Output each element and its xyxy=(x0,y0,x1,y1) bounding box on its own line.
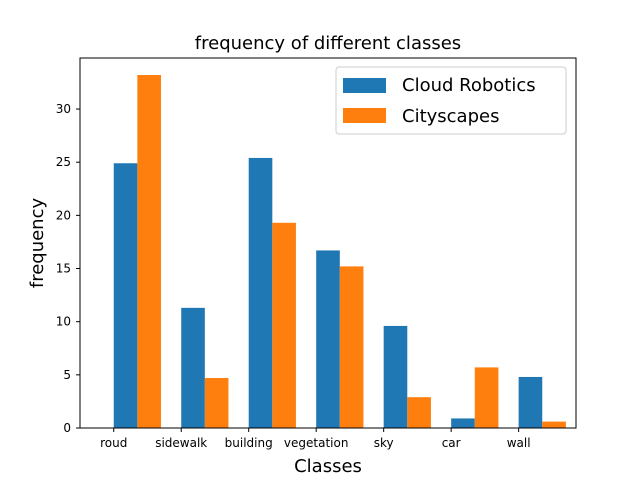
x-tick-label-sky: sky xyxy=(374,436,394,450)
legend-label-cityscapes: Cityscapes xyxy=(402,106,499,127)
x-tick-label-sidewalk: sidewalk xyxy=(155,436,207,450)
x-tick-label-wall: wall xyxy=(507,436,531,450)
bar-cloud-robotics-sky xyxy=(383,325,408,428)
y-axis-label: frequency xyxy=(27,198,48,289)
bar-cloud-robotics-wall xyxy=(518,376,543,428)
bar-cityscapes-roud xyxy=(137,75,161,428)
y-tick-label: 5 xyxy=(63,368,71,382)
bar-cityscapes-vegetation xyxy=(339,266,364,428)
bar-cityscapes-wall xyxy=(542,421,566,428)
bar-cloud-robotics-sidewalk xyxy=(181,307,205,428)
bar-cityscapes-sky xyxy=(407,397,431,428)
bars-group xyxy=(113,75,566,429)
bar-cloud-robotics-car xyxy=(451,418,475,428)
legend: Cloud Robotics Cityscapes xyxy=(335,66,567,135)
y-tick-label: 15 xyxy=(56,262,71,276)
legend-swatch-cloud-robotics xyxy=(343,78,386,93)
y-tick-label: 20 xyxy=(56,208,71,222)
y-tick-label: 25 xyxy=(56,155,71,169)
x-tick-label-car: car xyxy=(442,436,461,450)
x-axis-label: Classes xyxy=(294,456,362,477)
y-axis: 0 5 10 15 20 25 30 xyxy=(56,102,80,435)
x-tick-label-vegetation: vegetation xyxy=(284,436,349,450)
y-tick-label: 0 xyxy=(63,421,71,435)
bar-cityscapes-sidewalk xyxy=(204,378,229,428)
y-tick-label: 10 xyxy=(56,315,71,329)
chart-title: frequency of different classes xyxy=(195,33,461,54)
x-tick-label-roud: roud xyxy=(100,436,127,450)
bar-cloud-robotics-building xyxy=(248,157,273,428)
bar-cityscapes-building xyxy=(272,222,296,428)
legend-swatch-cityscapes xyxy=(343,108,386,123)
bar-cityscapes-car xyxy=(474,367,499,428)
y-tick-label: 30 xyxy=(56,102,71,116)
legend-label-cloud-robotics: Cloud Robotics xyxy=(402,75,536,96)
plot-frame xyxy=(79,57,577,429)
bar-cloud-robotics-roud xyxy=(113,163,138,429)
x-tick-label-building: building xyxy=(225,436,273,450)
bar-cloud-robotics-vegetation xyxy=(316,250,340,428)
legend-frame xyxy=(335,66,567,135)
x-axis: roud sidewalk building vegetation sky car wall xyxy=(100,428,531,450)
